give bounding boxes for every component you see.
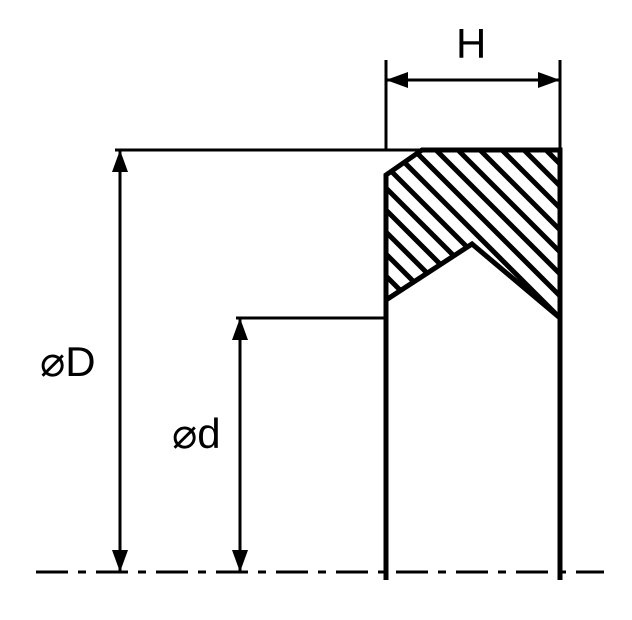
dimension-arrows	[112, 72, 560, 572]
dimension-label-h: H	[456, 20, 486, 67]
dimension-label-inner-diameter: ⌀d	[172, 410, 221, 457]
technical-drawing: H ⌀D ⌀d	[0, 0, 632, 620]
dimension-lines	[115, 60, 560, 580]
dimension-label-outer-diameter: ⌀D	[40, 338, 96, 385]
